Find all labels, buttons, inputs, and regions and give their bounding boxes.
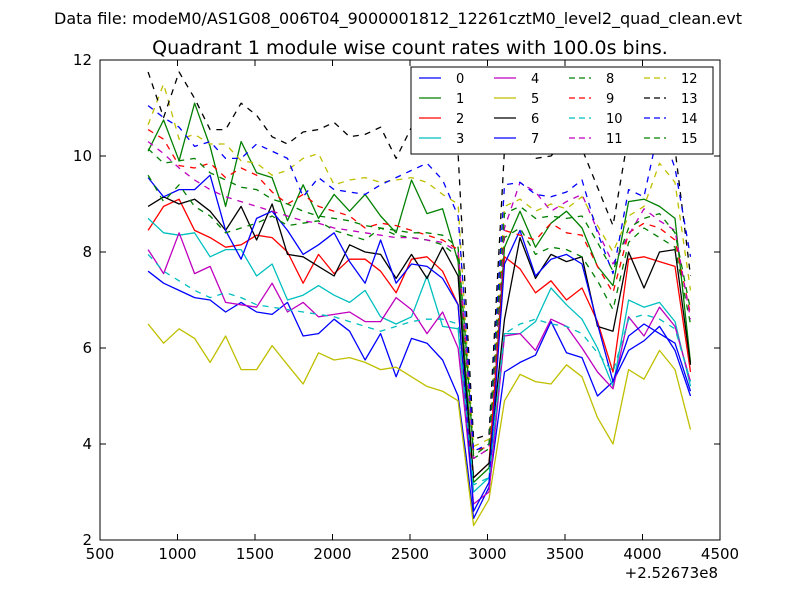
x-tick-label: 2000 [313, 545, 351, 563]
x-tick-label: 1000 [158, 545, 196, 563]
legend-label: 9 [606, 92, 614, 107]
x-tick-label: 3500 [546, 545, 584, 563]
x-tick-label: 4000 [623, 545, 661, 563]
y-tick-label: 8 [82, 243, 92, 261]
legend-label: 11 [606, 132, 623, 147]
y-tick-label: 2 [82, 531, 92, 549]
legend-label: 15 [681, 132, 698, 147]
x-tick-label: 4500 [701, 545, 739, 563]
x-tick-label: 3000 [468, 545, 506, 563]
series-line-13 [147, 71, 692, 440]
x-tick-label: 1500 [236, 545, 274, 563]
legend-label: 6 [531, 112, 539, 127]
series-line-7 [147, 174, 692, 512]
chart-title: Quadrant 1 module wise count rates with … [152, 37, 668, 59]
legend-label: 5 [531, 92, 539, 107]
series-line-4 [147, 232, 692, 505]
legend-box [410, 66, 714, 155]
series-line-5 [147, 323, 692, 527]
x-offset-label: +2.52673e8 [625, 564, 718, 582]
x-tick-label: 500 [86, 545, 115, 563]
series-line-10 [147, 253, 692, 486]
legend-label: 14 [681, 112, 698, 127]
legend-label: 3 [456, 132, 464, 147]
series-line-9 [147, 129, 692, 452]
legend-label: 7 [531, 132, 539, 147]
legend-label: 8 [606, 72, 614, 87]
legend-label: 12 [681, 72, 698, 87]
x-tick-label: 2500 [391, 545, 429, 563]
series-line-3 [147, 217, 692, 493]
legend-label: 4 [531, 72, 539, 87]
y-tick-label: 6 [82, 339, 92, 357]
legend-label: 1 [456, 92, 464, 107]
series-line-11 [147, 141, 692, 460]
series-line-12 [147, 83, 692, 448]
legend-label: 0 [456, 72, 464, 87]
y-tick-label: 10 [73, 147, 92, 165]
axis-ticks: 500 1000 1500 2000 2500 3000 3500 4000 4500 2 4 6 8 1… [73, 51, 739, 563]
legend-label: 13 [681, 92, 698, 107]
legend-label: 2 [456, 112, 464, 127]
datafile-label: Data file: modeM0/AS1G08_006T04_90000018… [54, 9, 742, 29]
series-layer [147, 71, 692, 527]
series-line-0 [147, 270, 692, 520]
y-tick-label: 12 [73, 51, 92, 69]
y-tick-label: 4 [82, 435, 92, 453]
legend-label: 10 [606, 112, 623, 127]
series-line-15 [147, 148, 692, 457]
